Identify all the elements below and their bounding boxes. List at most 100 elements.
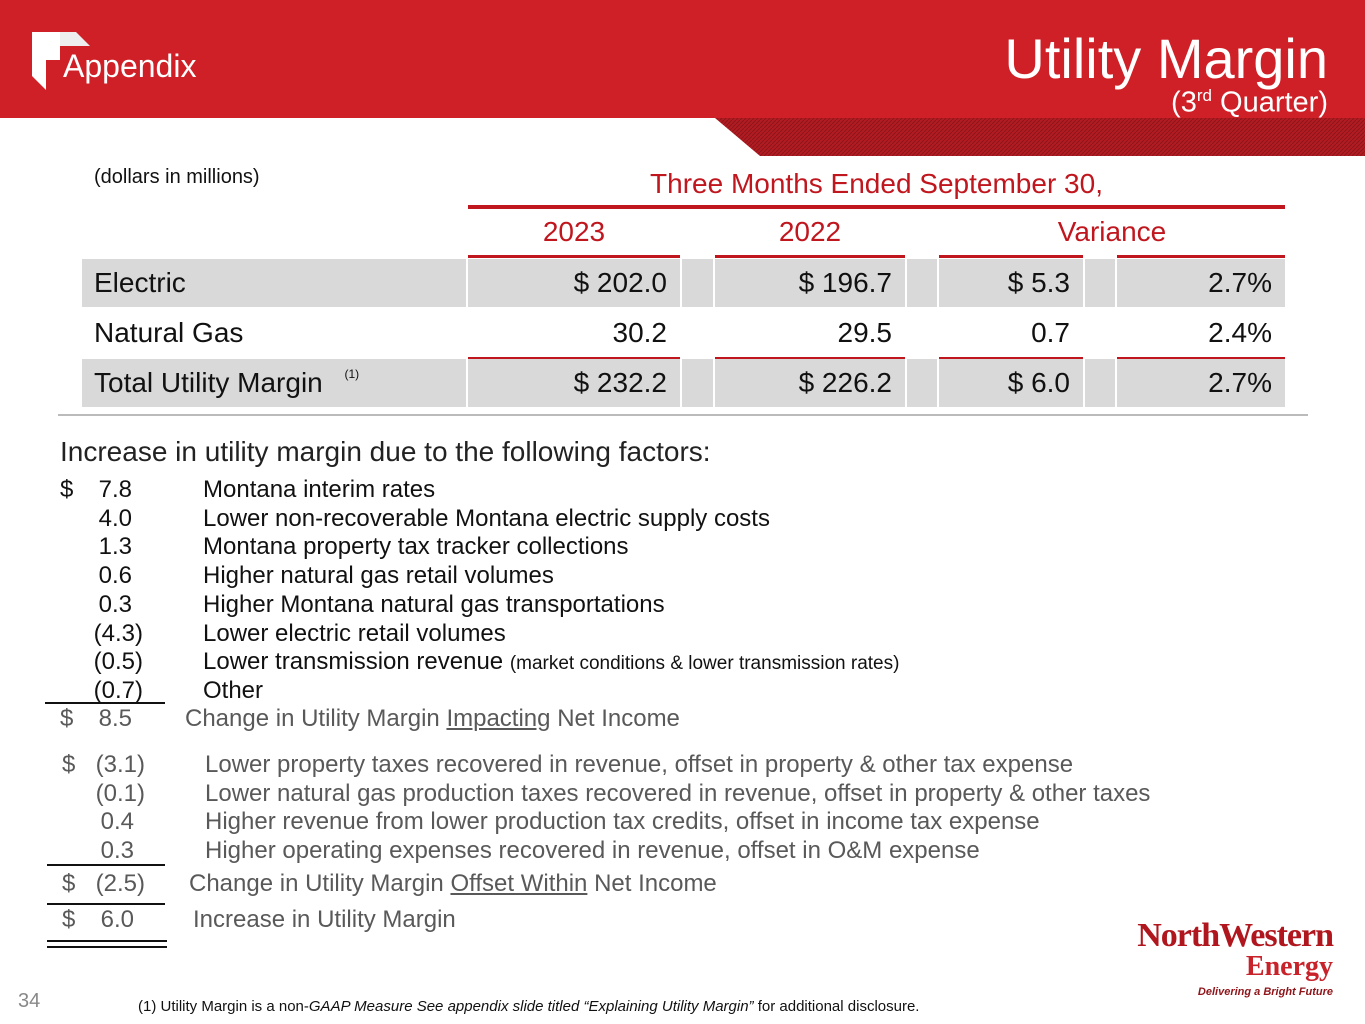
amount: (4.3)	[93, 619, 143, 647]
column-header: 2022	[778, 216, 842, 247]
item-label: Lower non-recoverable Montana electric s…	[203, 505, 770, 533]
total-part: Change in Utility Margin	[189, 870, 444, 897]
amount: 6.0	[100, 906, 134, 933]
period-rule	[468, 205, 1285, 209]
item-label: Higher Montana natural gas transportatio…	[203, 591, 665, 619]
double-rule	[47, 940, 167, 942]
column-rule	[468, 357, 680, 359]
row-bg	[907, 259, 937, 307]
sign: $	[60, 476, 74, 503]
factors-heading: Increase in utility margin due to the fo…	[60, 436, 711, 467]
amount: 4.0	[98, 504, 132, 532]
item-label: Montana interim rates	[203, 476, 435, 504]
logo-sub: Energy	[1245, 951, 1333, 982]
total-part: Impacting	[446, 705, 551, 732]
item-label: Other	[203, 677, 263, 705]
amount: 1.3	[98, 533, 132, 561]
total-part: Change in Utility Margin	[185, 705, 440, 732]
row-bg	[1117, 259, 1285, 307]
title: Utility Margin	[1004, 27, 1328, 90]
total-part: Net Income	[594, 870, 717, 897]
item-text: Lower transmission revenue	[203, 648, 504, 676]
column-rule	[1117, 255, 1285, 258]
footnote-start: (1) Utility Margin is a non-	[138, 998, 309, 1015]
item-text: Higher natural gas retail volumes	[203, 562, 554, 590]
total-label: Change in Utility Margin Offset Within N…	[189, 870, 717, 898]
sign: $	[62, 751, 76, 778]
amount: (3.1)	[95, 751, 145, 778]
item-label: Higher natural gas retail volumes	[203, 562, 554, 590]
column-rule	[715, 357, 905, 359]
row-bg	[907, 359, 937, 407]
item-label: Lower transmission revenue (market condi…	[203, 648, 899, 676]
column-rule	[939, 357, 1083, 359]
subtitle-close: Quarter)	[1220, 86, 1328, 119]
cell: $ 6.0	[1007, 367, 1070, 398]
item-label: Lower property taxes recovered in revenu…	[205, 751, 1073, 779]
item-text: Higher Montana natural gas transportatio…	[203, 590, 665, 618]
cell: 30.2	[612, 317, 668, 348]
amount: (0.7)	[93, 676, 143, 704]
row-bg	[1117, 359, 1285, 407]
column-rule	[468, 255, 680, 258]
amount: 0.3	[98, 590, 132, 618]
total-part: Net Income	[557, 705, 680, 732]
item-text: Lower natural gas production taxes recov…	[205, 779, 1151, 807]
column-header: Variance	[1057, 216, 1167, 247]
row-bg	[82, 359, 466, 407]
cell: 2.7%	[1208, 267, 1272, 298]
footnote: (1) Utility Margin is a non-GAAP Measure…	[138, 998, 919, 1015]
item-text: Higher operating expenses recovered in r…	[205, 837, 980, 865]
item-text: Lower electric retail volumes	[203, 619, 506, 647]
logo-tagline: Delivering a Bright Future	[1197, 986, 1333, 998]
item-text: Other	[203, 676, 264, 704]
grand-total-label: Increase in Utility Margin	[193, 906, 456, 933]
units: (dollars in millions)	[94, 166, 260, 188]
cell: $ 226.2	[798, 367, 892, 398]
header-band	[0, 0, 1365, 156]
row-bg	[939, 359, 1083, 407]
sum-rule	[47, 864, 165, 866]
column-rule	[939, 255, 1083, 258]
row-bg	[715, 359, 905, 407]
row-bg	[682, 259, 713, 307]
cell: $ 196.7	[798, 267, 892, 298]
row-bg	[715, 259, 905, 307]
sign: $	[62, 906, 76, 933]
cell: $ 5.3	[1007, 267, 1070, 298]
column-rule	[715, 255, 905, 258]
row-bg	[939, 259, 1083, 307]
item-label: Higher operating expenses recovered in r…	[205, 837, 980, 865]
item-text: Montana interim rates	[203, 476, 436, 503]
cell: 29.5	[837, 317, 893, 348]
cell: 2.7%	[1208, 367, 1272, 398]
amount: (0.5)	[93, 648, 143, 676]
table-bottom-rule	[58, 414, 1308, 416]
period: Three Months Ended September 30,	[650, 168, 1103, 199]
subtitle-open: (3	[1171, 86, 1197, 119]
cell: $ 232.2	[573, 367, 667, 398]
item-note: (market conditions & lower transmission …	[509, 653, 900, 675]
row-label: Total Utility Margin (1)	[94, 367, 360, 398]
cell: 0.7	[1031, 317, 1070, 348]
amount: 0.3	[100, 837, 134, 865]
row-bg	[82, 259, 466, 307]
double-rule	[47, 946, 167, 948]
subtitle: (3rd Quarter)	[1171, 86, 1328, 120]
item-text: Higher revenue from lower production tax…	[205, 808, 1040, 836]
sum-rule	[47, 903, 165, 905]
sign: $	[62, 870, 76, 897]
item-label: Montana property tax tracker collections	[203, 533, 629, 561]
row-bg	[468, 359, 680, 407]
item-label: Lower electric retail volumes	[203, 620, 506, 648]
amount: 7.8	[98, 476, 132, 503]
section-label: Appendix	[63, 48, 197, 84]
cell: 2.4%	[1208, 317, 1272, 348]
item-text: Lower property taxes recovered in revenu…	[205, 751, 1074, 778]
row-bg	[1085, 359, 1115, 407]
row-label: Natural Gas	[94, 317, 244, 348]
item-label: Lower natural gas production taxes recov…	[205, 780, 1150, 808]
amount: 0.4	[100, 808, 134, 836]
page-number: 34	[18, 990, 41, 1012]
